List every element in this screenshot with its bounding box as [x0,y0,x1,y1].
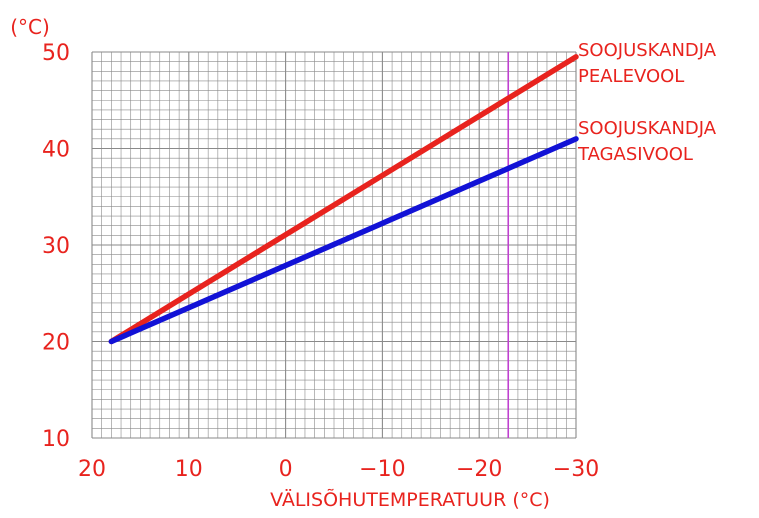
y-tick-label: 50 [42,41,70,66]
y-axis-label: (°C) [10,15,50,39]
series-label-line: SOOJUSKANDJA [578,40,717,61]
x-tick-label: −30 [553,457,599,482]
x-tick-label: −20 [456,457,502,482]
series-label-tagasivool: SOOJUSKANDJA TAGASIVOOL [577,118,717,165]
y-tick-label: 40 [42,138,70,163]
series-group [108,54,579,345]
chart-grid [91,51,577,439]
x-tick-label: −10 [359,457,405,482]
x-tick-label: 20 [78,457,106,482]
tick-labels: 10 20 30 40 50 20 10 0 −10 −20 −30 [42,41,599,482]
series-label-line: TAGASIVOOL [577,144,693,165]
x-tick-label: 0 [279,457,293,482]
series-line-1 [108,136,579,345]
x-tick-label: 10 [175,457,203,482]
y-tick-label: 20 [42,331,70,356]
series-label-line: SOOJUSKANDJA [578,118,717,139]
y-tick-label: 10 [42,427,70,452]
series-line-0 [108,54,579,345]
x-axis-label: VÄLISÕHUTEMPERATUUR (°C) [270,488,550,511]
y-tick-label: 30 [42,234,70,259]
series-label-pealevool: SOOJUSKANDJA PEALEVOOL [578,40,717,87]
series-label-line: PEALEVOOL [578,66,684,87]
